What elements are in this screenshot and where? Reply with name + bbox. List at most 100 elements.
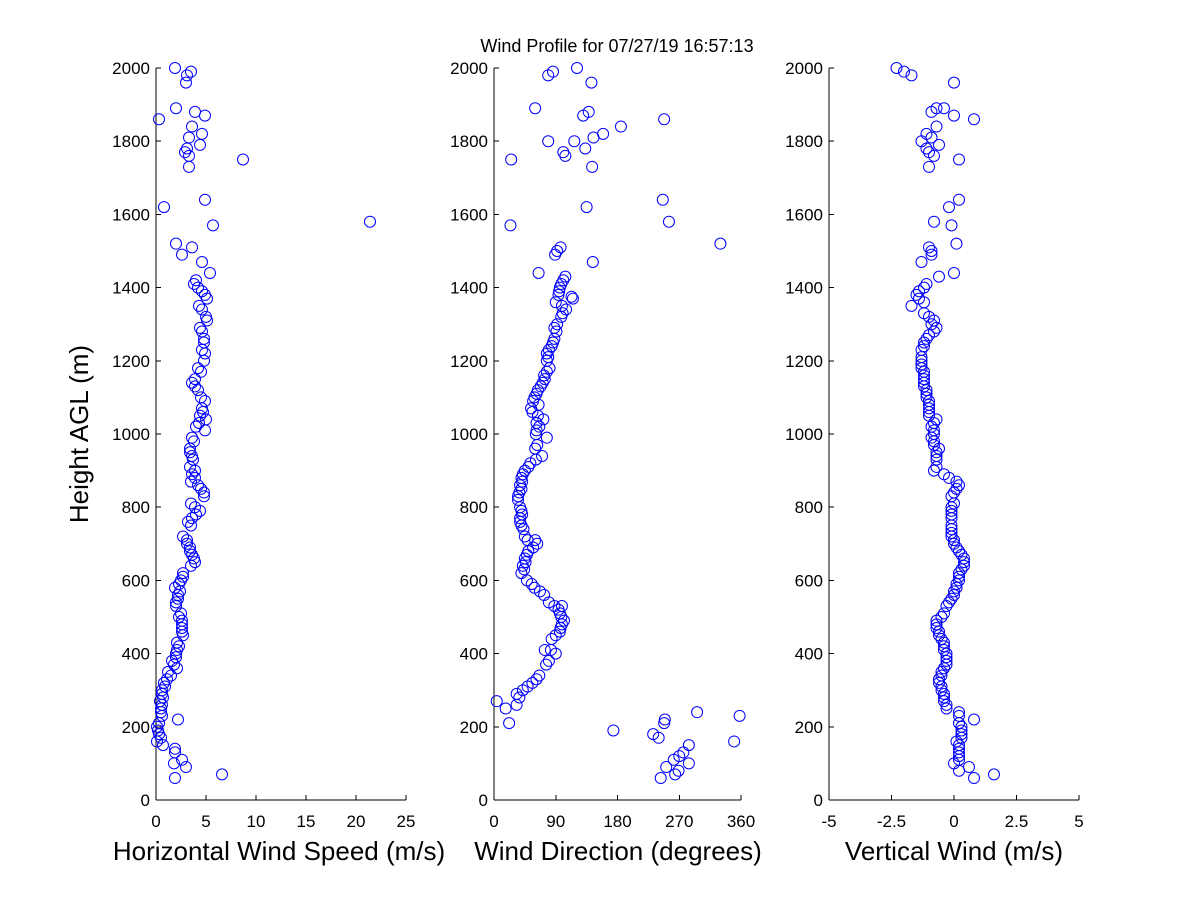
vertical-wind-data-point [935, 665, 948, 678]
vertical-wind-data-point [923, 406, 935, 419]
wind-direction-y-tick-label: 2000 [450, 59, 488, 78]
vertical-wind-y-tick-label: 0 [814, 791, 823, 810]
vertical-wind-data-point [930, 321, 943, 334]
wind-direction-data-point [714, 237, 727, 250]
horizontal-speed-data-point [186, 449, 198, 462]
vertical-wind-data-point [948, 109, 960, 122]
horizontal-speed-data-point [170, 102, 182, 115]
vertical-wind-data-point [925, 420, 938, 433]
horizontal-speed-data-point [185, 65, 197, 78]
horizontal-speed-data-point [199, 109, 211, 122]
horizontal-speed-data-point [216, 768, 228, 781]
horizontal-speed-data-point [192, 479, 204, 492]
vertical-wind-data-point [910, 288, 923, 301]
horizontal-speed-data-point [207, 219, 219, 232]
wind-direction-data-point [551, 318, 564, 331]
wind-direction-data-point [682, 739, 695, 752]
vertical-wind-data-point [915, 135, 928, 148]
vertical-wind-data-point [945, 523, 958, 536]
wind-direction-data-point [540, 431, 553, 444]
horizontal-speed-x-axis-label: Horizontal Wind Speed (m/s) [113, 836, 445, 866]
horizontal-speed-y-tick-label: 2000 [112, 59, 150, 78]
wind-direction-data-point [542, 69, 555, 82]
horizontal-speed-data-point [168, 658, 180, 671]
vertical-wind-data-point [930, 446, 943, 459]
wind-direction-y-tick-label: 1600 [450, 205, 488, 224]
vertical-wind-data-point [925, 105, 938, 118]
horizontal-speed-y-tick-label: 400 [122, 645, 150, 664]
vertical-wind-data-point [953, 574, 965, 587]
wind-direction-x-tick-label: 90 [546, 812, 565, 831]
wind-direction-data-point [531, 537, 544, 550]
vertical-wind-data-point [933, 625, 945, 638]
horizontal-speed-data-point [186, 120, 198, 133]
horizontal-speed-data-point [155, 702, 167, 715]
wind-direction-data-point [529, 442, 542, 455]
wind-direction-data-point [544, 643, 557, 656]
vertical-wind-data-point [925, 248, 938, 261]
wind-direction-y-tick-label: 0 [479, 791, 488, 810]
vertical-wind-data-point [928, 215, 940, 228]
wind-direction-data-point [552, 288, 565, 301]
horizontal-speed-data-point [364, 215, 376, 228]
vertical-wind-data-point [923, 402, 935, 415]
vertical-wind-data-point [918, 336, 930, 349]
vertical-wind-y-tick-label: 1600 [785, 205, 823, 224]
horizontal-speed-data-point [182, 515, 194, 528]
horizontal-speed-data-point [199, 347, 211, 360]
wind-direction-data-point [538, 643, 551, 656]
vertical-wind-data-point [940, 654, 953, 667]
wind-direction-data-point [490, 695, 503, 708]
vertical-wind-data-point [925, 245, 938, 257]
vertical-wind-data-point [958, 556, 970, 569]
horizontal-speed-data-point [185, 497, 197, 510]
vertical-wind-data-point [935, 632, 948, 645]
vertical-wind-data-point [930, 614, 943, 627]
wind-direction-data-point [555, 310, 568, 323]
wind-direction-data-point [517, 523, 530, 536]
vertical-wind-data-point [930, 618, 943, 631]
horizontal-speed-data-point [173, 611, 185, 623]
wind-direction-data-point [540, 354, 553, 367]
wind-direction-data-point [525, 578, 538, 591]
vertical-wind-data-point [933, 442, 945, 455]
horizontal-speed-data-point [186, 376, 198, 389]
wind-direction-y-tick-label: 1200 [450, 352, 488, 371]
wind-direction-y-tick-label: 200 [460, 718, 488, 737]
wind-direction-data-point [658, 717, 671, 730]
vertical-wind-y-tick-label: 800 [795, 498, 823, 517]
horizontal-speed-data-point [161, 673, 173, 686]
vertical-wind-data-points [890, 62, 1000, 785]
wind-direction-data-point [518, 530, 531, 543]
wind-direction-y-tick-label: 1400 [450, 279, 488, 298]
wind-direction-data-point [521, 680, 534, 693]
wind-direction-data-point [533, 420, 546, 433]
horizontal-speed-data-point [194, 138, 206, 151]
horizontal-speed-x-tick-label: 20 [347, 812, 366, 831]
horizontal-speed-data-point [189, 380, 201, 393]
horizontal-speed-data-point [192, 362, 204, 375]
wind-direction-data-point [586, 160, 599, 173]
wind-direction-data-point [658, 713, 671, 726]
wind-direction-data-point [536, 449, 549, 462]
horizontal-speed-x-tick-label: 10 [247, 812, 266, 831]
horizontal-speed-data-point [176, 248, 188, 261]
horizontal-speed-data-point [180, 761, 192, 774]
vertical-wind-data-point [905, 299, 918, 312]
horizontal-speed-y-tick-label: 800 [122, 498, 150, 517]
wind-direction-data-point [513, 691, 526, 704]
wind-direction-data-point [614, 120, 627, 133]
horizontal-speed-y-tick-label: 600 [122, 571, 150, 590]
vertical-wind-data-point [890, 62, 903, 74]
wind-direction-x-tick-label: 360 [727, 812, 755, 831]
horizontal-speed-data-point [181, 69, 193, 82]
vertical-wind-data-point [940, 702, 953, 715]
horizontal-speed-data-point [155, 731, 167, 744]
horizontal-speed-y-tick-label: 200 [122, 718, 150, 737]
horizontal-speed-data-point [177, 530, 189, 543]
horizontal-speed-data-point [193, 417, 205, 430]
vertical-wind-data-point [938, 607, 950, 620]
vertical-wind-data-point [955, 724, 968, 737]
horizontal-speed-data-point [194, 409, 206, 422]
wind-direction-data-point [549, 647, 562, 660]
